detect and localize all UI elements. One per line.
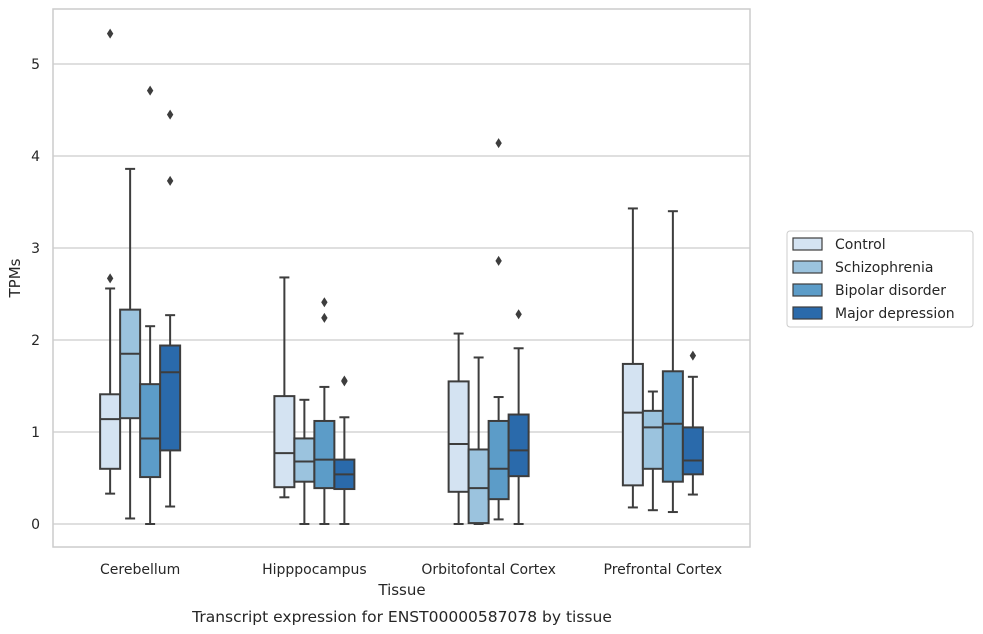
box-group — [661, 210, 684, 514]
x-tick-label: Orbitofontal Cortex — [421, 562, 556, 578]
box-group — [487, 138, 510, 521]
legend-label: Control — [835, 237, 886, 253]
box-group — [681, 350, 704, 496]
box-group — [507, 309, 530, 525]
y-tick-labels: 0 1 2 3 4 5 — [31, 57, 40, 533]
boxes-layer — [99, 28, 704, 525]
box-iqr — [681, 426, 704, 476]
box-group — [621, 207, 644, 509]
x-tick-label: Hipppocampus — [262, 562, 367, 578]
box-iqr — [313, 419, 336, 490]
y-tick-label: 0 — [31, 517, 40, 533]
y-tick-label: 2 — [31, 333, 40, 349]
legend-swatch — [792, 306, 823, 320]
box-iqr — [621, 362, 644, 487]
box-group — [313, 297, 336, 525]
x-tick-label: Cerebellum — [100, 562, 180, 578]
box-iqr — [99, 393, 122, 470]
legend-swatch — [792, 237, 823, 251]
plot-frame — [52, 8, 751, 548]
y-axis-label: TPMs — [6, 258, 24, 298]
box-iqr — [159, 344, 182, 452]
outlier-point — [515, 309, 522, 320]
outlier-point — [106, 273, 114, 284]
outlier-point — [495, 138, 502, 149]
box-group — [159, 109, 182, 508]
outlier-point — [106, 28, 114, 39]
box-iqr — [661, 370, 684, 483]
legend-items: Control Schizophrenia Bipolar disorder Majo… — [792, 237, 955, 322]
y-tick-label: 4 — [31, 149, 40, 165]
outlier-point — [321, 312, 328, 323]
x-tick-label: Prefrontal Cortex — [604, 562, 723, 578]
box-group — [447, 332, 470, 525]
box-iqr — [467, 448, 490, 525]
y-tick-label: 5 — [31, 57, 40, 73]
box-group — [293, 398, 316, 525]
box-group — [119, 167, 142, 520]
box-iqr — [641, 409, 664, 470]
legend-swatch — [792, 260, 823, 274]
box-iqr — [273, 395, 296, 489]
chart-caption: Transcript expression for ENST0000058707… — [191, 608, 612, 626]
legend: Control Schizophrenia Bipolar disorder Majo… — [786, 230, 974, 328]
box-iqr — [139, 383, 162, 479]
box-iqr — [487, 419, 510, 501]
x-tick-labels: Cerebellum Hipppocampus Orbitofontal Corte… — [100, 562, 722, 578]
outlier-point — [689, 350, 697, 361]
box-iqr — [119, 308, 142, 420]
x-axis-label: Tissue — [377, 581, 425, 599]
y-tick-label: 3 — [31, 241, 40, 257]
box-group — [273, 276, 296, 499]
legend-frame — [786, 230, 974, 328]
outlier-point — [341, 375, 348, 386]
outlier-point — [166, 175, 174, 186]
outlier-point — [166, 109, 174, 120]
legend-label: Major depression — [835, 306, 955, 322]
box-iqr — [447, 380, 470, 493]
outlier-point — [495, 255, 502, 266]
legend-swatch — [792, 283, 823, 297]
box-iqr — [293, 437, 316, 483]
box-group — [99, 28, 122, 495]
legend-label: Bipolar disorder — [835, 283, 946, 299]
outlier-point — [146, 85, 154, 96]
legend-label: Schizophrenia — [835, 260, 933, 276]
box-iqr — [507, 413, 530, 478]
outlier-point — [321, 297, 328, 308]
box-group — [333, 375, 356, 525]
box-group — [641, 390, 664, 512]
box-group — [467, 356, 490, 525]
box-group — [139, 85, 162, 525]
y-tick-label: 1 — [31, 425, 40, 441]
